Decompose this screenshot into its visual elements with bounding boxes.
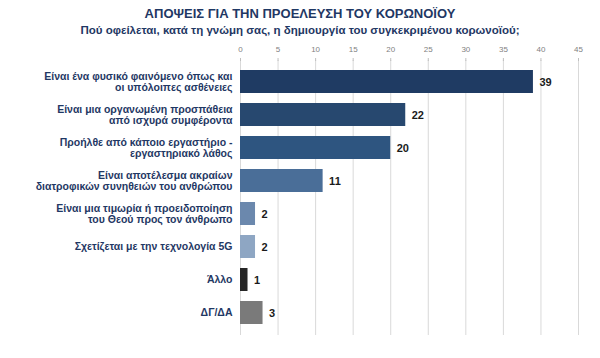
- svg-text:Προήλθε από κάποιο εργαστήριο: Προήλθε από κάποιο εργαστήριο -εργαστηρι…: [60, 136, 233, 160]
- svg-text:30: 30: [461, 45, 470, 54]
- svg-text:15: 15: [349, 45, 358, 54]
- svg-text:Είναι μια οργανωμένη προσπάθει: Είναι μια οργανωμένη προσπάθειααπό ισχυρ…: [57, 103, 233, 126]
- svg-text:11: 11: [329, 175, 341, 187]
- svg-text:3: 3: [269, 307, 275, 319]
- svg-text:5: 5: [276, 45, 281, 54]
- svg-text:0: 0: [238, 45, 243, 54]
- svg-text:Σχετίζεται με την τεχνολογία 5: Σχετίζεται με την τεχνολογία 5G: [75, 240, 233, 253]
- svg-text:2: 2: [262, 208, 268, 220]
- svg-text:ΔΓ/ΔΑ: ΔΓ/ΔΑ: [201, 306, 233, 318]
- html-text:Πού οφείλεται, κατά τη γνώμη σ: Πού οφείλεται, κατά τη γνώμη σας, η δημι…: [80, 24, 520, 36]
- svg-text:40: 40: [536, 45, 545, 54]
- svg-text:Είναι μια τιμωρία ή προειδοποί: Είναι μια τιμωρία ή προειδοποίησητου Θεο…: [56, 202, 232, 226]
- svg-text:25: 25: [424, 45, 433, 54]
- svg-text:20: 20: [397, 142, 409, 154]
- html-text:ΑΠΟΨΕΙΣ ΓΙΑ ΤΗΝ ΠΡΟΕΛΕΥΣΗ ΤΟΥ: ΑΠΟΨΕΙΣ ΓΙΑ ΤΗΝ ΠΡΟΕΛΕΥΣΗ ΤΟΥ ΚΟΡΩΝΟΪΟΥ: [144, 6, 456, 21]
- svg-text:45: 45: [574, 45, 583, 54]
- svg-text:1: 1: [254, 274, 260, 286]
- svg-text:Άλλο: Άλλο: [207, 273, 233, 285]
- svg-text:22: 22: [412, 109, 424, 121]
- svg-text:39: 39: [539, 76, 551, 88]
- svg-text:Είναι αποτέλεσμα ακραίωνδιατρο: Είναι αποτέλεσμα ακραίωνδιατροφικών συνη…: [36, 169, 233, 192]
- svg-text:Είναι ένα φυσικό φαινόμενο όπω: Είναι ένα φυσικό φαινόμενο όπως καιοι υπ…: [44, 70, 233, 94]
- svg-text:35: 35: [499, 45, 508, 54]
- svg-text:2: 2: [262, 241, 268, 253]
- svg-text:20: 20: [386, 45, 395, 54]
- svg-text:10: 10: [311, 45, 320, 54]
